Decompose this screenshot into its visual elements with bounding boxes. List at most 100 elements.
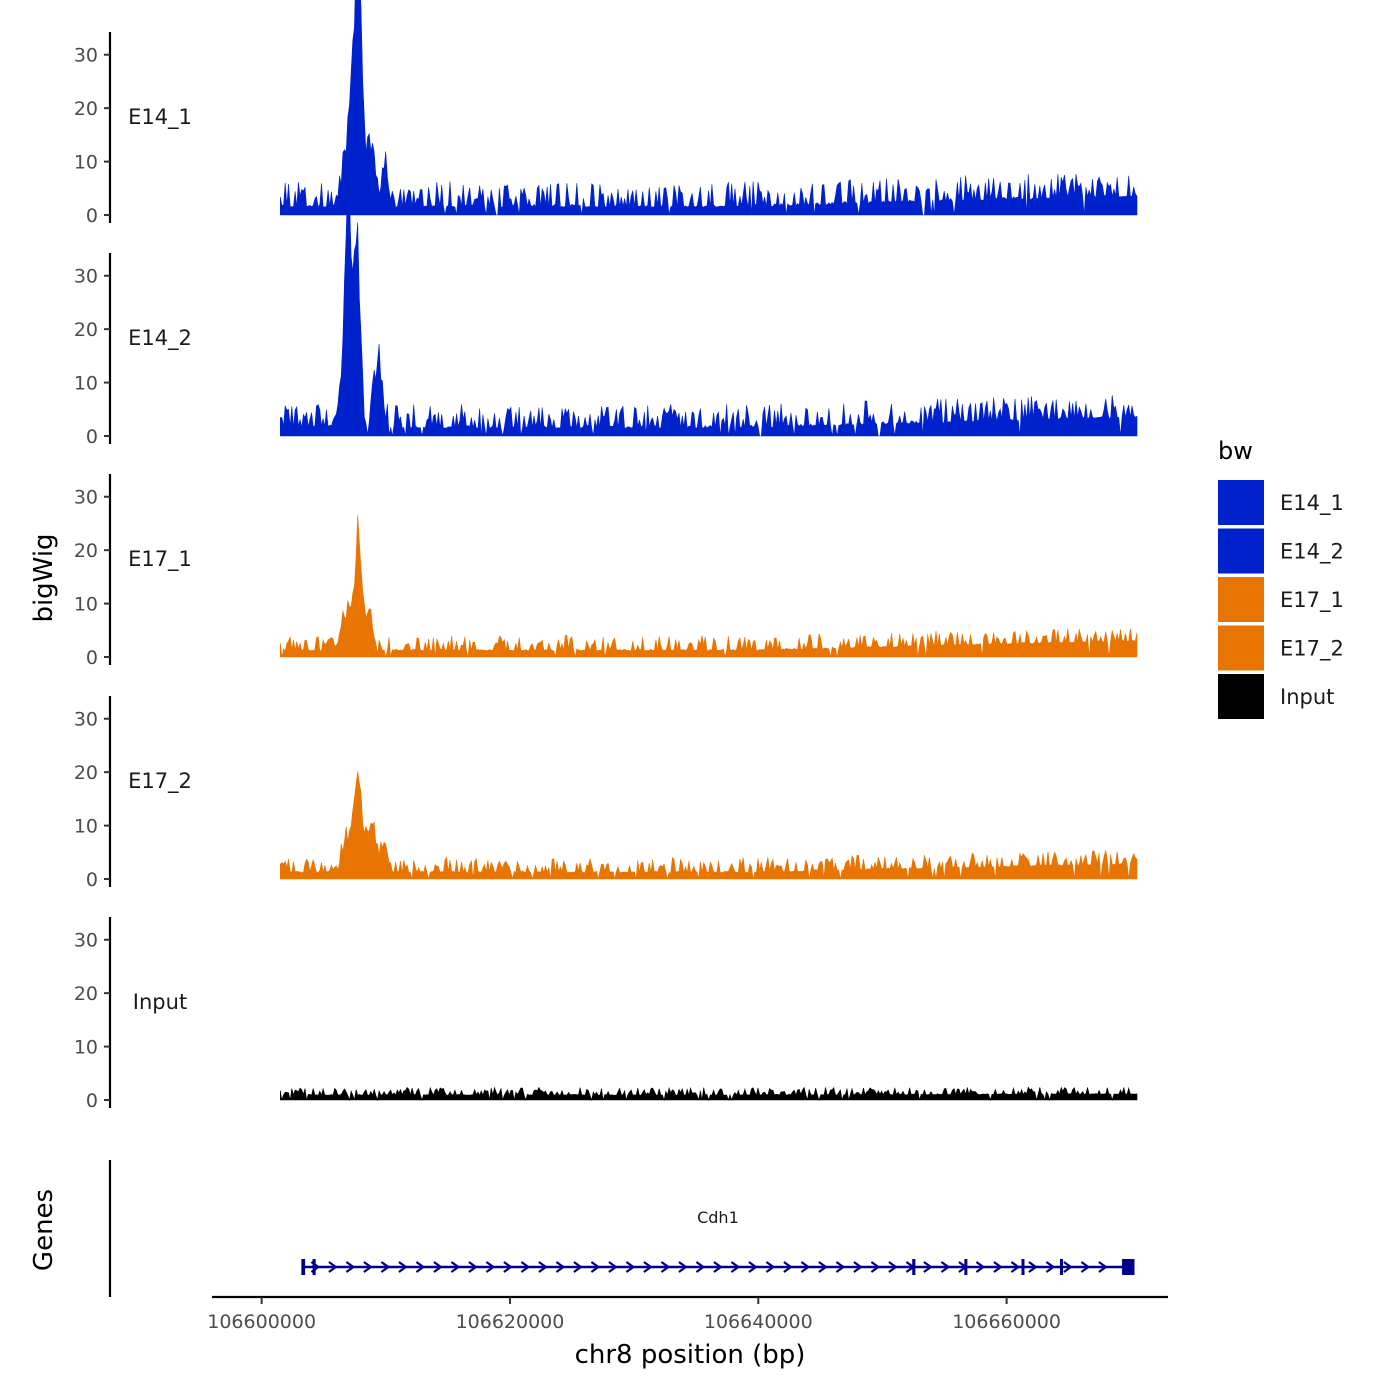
y-tick-label: 30 (74, 930, 98, 952)
legend-title: bw (1218, 437, 1253, 465)
strand-arrow (573, 1261, 583, 1273)
y-tick-label: 10 (74, 373, 98, 395)
strand-arrow (730, 1261, 741, 1273)
strand-arrow (975, 1261, 986, 1273)
track-label: E14_1 (128, 105, 192, 130)
track-label: Input (133, 990, 187, 1014)
strand-arrow (800, 1261, 811, 1273)
strand-arrow (380, 1261, 391, 1273)
legend-swatch (1218, 577, 1264, 622)
gene-exon (1122, 1259, 1135, 1275)
track-e14-1: 0 10 20 30 E14_1 (74, 0, 1138, 227)
strand-arrow (853, 1261, 863, 1273)
gene-track: Cdh1 (108, 1160, 1135, 1297)
legend-label: E14_1 (1280, 491, 1344, 516)
legend-swatch (1218, 674, 1264, 719)
track-label: E14_2 (128, 326, 192, 351)
strand-arrow (835, 1261, 846, 1273)
x-axis: 106600000 106620000 106640000 106660000 (207, 1295, 1168, 1333)
x-tick-label: 106600000 (207, 1311, 316, 1333)
signal-area-e17-2 (280, 771, 1138, 880)
y-tick-label: 0 (86, 1090, 98, 1112)
signal-area-e17-1 (280, 515, 1138, 658)
strand-arrow (1080, 1261, 1091, 1273)
strand-arrow (783, 1261, 793, 1273)
y-tick-label: 20 (74, 319, 98, 341)
strand-arrow (695, 1261, 706, 1273)
gene-exon (964, 1259, 968, 1275)
strand-arrow (450, 1261, 461, 1273)
strand-arrow (363, 1261, 373, 1273)
y-tick-label: 10 (74, 1037, 98, 1059)
strand-arrow (765, 1261, 776, 1273)
strand-arrow (1010, 1261, 1021, 1273)
strand-arrow (398, 1261, 408, 1273)
x-tick-label: 106620000 (456, 1311, 565, 1333)
track-label: E17_2 (128, 769, 192, 794)
strand-arrow (1063, 1261, 1073, 1273)
x-tick-label: 106660000 (952, 1311, 1061, 1333)
strand-arrow (625, 1261, 636, 1273)
strand-arrow (415, 1261, 426, 1273)
strand-arrow (345, 1261, 356, 1273)
strand-arrow (678, 1261, 688, 1273)
gene-exon (301, 1259, 306, 1275)
strand-arrow (993, 1261, 1003, 1273)
legend-swatch (1218, 625, 1264, 671)
strand-arrow (940, 1261, 951, 1273)
track-input: 0 10 20 30 Input (74, 917, 1138, 1112)
strand-arrow (555, 1261, 566, 1273)
gene-exon (1059, 1259, 1063, 1275)
strand-arrow (748, 1261, 758, 1273)
legend-swatch (1218, 480, 1264, 525)
strand-arrow (433, 1261, 443, 1273)
y-tick-label: 30 (74, 266, 98, 288)
strand-arrow (1045, 1261, 1056, 1273)
y-axis-title: bigWig (29, 533, 59, 622)
y-tick-label: 20 (74, 762, 98, 784)
strand-arrow (590, 1261, 601, 1273)
strand-arrow (538, 1261, 548, 1273)
gene-track-title: Genes (29, 1189, 59, 1271)
y-tick-label: 30 (74, 487, 98, 509)
y-tick-label: 0 (86, 426, 98, 448)
legend-label: E14_2 (1280, 540, 1344, 565)
y-tick-label: 30 (74, 45, 98, 67)
gene-exon (312, 1259, 316, 1275)
strand-arrow (503, 1261, 513, 1273)
signal-area-e14-1 (280, 0, 1138, 216)
y-tick-label: 0 (86, 205, 98, 227)
strand-arrow (1098, 1261, 1108, 1273)
legend-label: E17_2 (1280, 637, 1344, 662)
y-tick-label: 30 (74, 709, 98, 731)
y-tick-label: 0 (86, 869, 98, 891)
strand-arrow (1028, 1261, 1038, 1273)
legend: bw E14_1 E14_2 E17_1 E17_2 Input (1218, 437, 1344, 719)
y-tick-label: 20 (74, 540, 98, 562)
signal-area-input (280, 1086, 1138, 1102)
y-tick-label: 10 (74, 816, 98, 838)
strand-arrow (660, 1261, 671, 1273)
strand-arrow (328, 1261, 338, 1273)
strand-arrow (643, 1261, 653, 1273)
y-tick-label: 0 (86, 647, 98, 669)
legend-label: Input (1280, 685, 1334, 709)
legend-swatch (1218, 528, 1264, 574)
strand-arrow (485, 1261, 496, 1273)
signal-area-e14-2 (280, 175, 1138, 437)
x-tick-label: 106640000 (704, 1311, 813, 1333)
strand-arrow (468, 1261, 478, 1273)
strand-arrow (818, 1261, 828, 1273)
y-tick-label: 20 (74, 98, 98, 120)
strand-arrow (888, 1261, 898, 1273)
track-e17-2: 0 10 20 30 E17_2 (74, 696, 1138, 891)
gene-name-label: Cdh1 (697, 1208, 739, 1227)
bigwig-tracks: 0 10 20 30 E14_1 0 10 20 30 E14_2 0 10 20 30 E17_1 0 10 2… (74, 0, 1138, 1112)
strand-arrow (713, 1261, 723, 1273)
strand-arrow (870, 1261, 881, 1273)
strand-arrow (520, 1261, 531, 1273)
gene-exon (1021, 1259, 1025, 1275)
track-e14-2: 0 10 20 30 E14_2 (74, 175, 1138, 448)
track-e17-1: 0 10 20 30 E17_1 (74, 474, 1138, 669)
